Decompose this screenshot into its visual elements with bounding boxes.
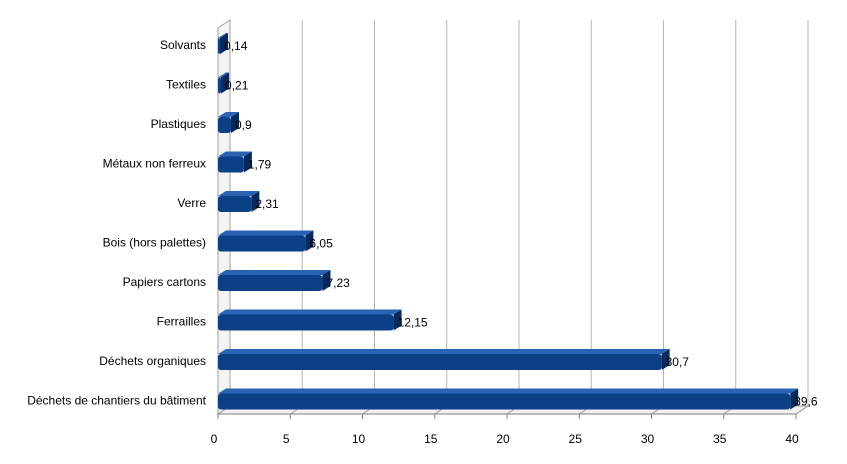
category-label: Ferrailles	[157, 315, 206, 329]
category-label: Plastiques	[151, 117, 206, 131]
bar	[218, 38, 221, 54]
bar-top	[218, 349, 670, 354]
bar-end	[251, 191, 260, 212]
floor-tick	[795, 405, 809, 415]
category-label: Verre	[177, 196, 206, 210]
x-tick-label: 35	[713, 432, 727, 446]
x-tick-label: 0	[211, 432, 218, 446]
data-label: 2,31	[255, 197, 279, 211]
bar	[218, 117, 232, 133]
bar	[218, 314, 394, 331]
labels: Solvants 0,14 Textiles 0,21 Plastiques 0,9 Mét…	[27, 38, 818, 409]
bar	[218, 156, 244, 173]
x-tick-label: 5	[283, 432, 290, 446]
bar-top	[218, 270, 331, 275]
bars	[218, 33, 799, 410]
bar	[218, 235, 306, 252]
category-label: Solvants	[160, 38, 206, 52]
data-label: 1,79	[248, 158, 272, 172]
axes: 0 5 10 15 20 25 30 35 40	[211, 413, 799, 446]
bar-end	[393, 309, 402, 331]
bar-end	[243, 151, 252, 173]
data-label: 39,6	[794, 395, 818, 409]
data-label: 0,21	[225, 79, 249, 93]
x-tick-label: 10	[352, 432, 366, 446]
bar-end	[790, 388, 799, 410]
bar-top	[218, 72, 230, 78]
bar-top	[218, 388, 799, 394]
bar-top	[218, 191, 260, 196]
data-label: 0,9	[235, 118, 252, 132]
x-tick-label: 30	[641, 432, 655, 446]
bar-end	[221, 72, 230, 94]
bar	[218, 393, 791, 410]
data-label: 12,15	[398, 316, 428, 330]
data-label: 0,14	[224, 39, 248, 53]
category-label: Métaux non ferreux	[103, 157, 206, 171]
data-label: 6,05	[309, 237, 333, 251]
x-tick-label: 25	[569, 432, 583, 446]
bar-top	[218, 112, 240, 117]
bar-top	[218, 151, 252, 157]
data-label: 7,23	[326, 276, 350, 290]
bar-end	[305, 230, 314, 252]
bar-top	[218, 33, 229, 38]
bar	[218, 77, 222, 94]
bar-end	[322, 270, 331, 291]
category-label: Déchets organiques	[99, 354, 206, 368]
category-label: Textiles	[166, 78, 206, 92]
x-tick-label: 40	[785, 432, 799, 446]
category-label: Bois (hors palettes)	[103, 236, 206, 250]
category-label: Déchets de chantiers du bâtiment	[27, 394, 206, 408]
bar	[218, 354, 662, 370]
bar-end	[220, 33, 229, 54]
category-label: Papiers cartons	[123, 275, 206, 289]
x-tick-label: 15	[424, 432, 438, 446]
data-label: 30,7	[666, 355, 690, 369]
bar	[218, 275, 323, 291]
bar	[218, 196, 252, 212]
bar-top	[218, 230, 314, 236]
bar-top	[218, 309, 402, 315]
bar-end	[231, 112, 240, 133]
bar-end	[661, 349, 670, 370]
gridlines	[217, 20, 809, 415]
x-tick-label: 20	[496, 432, 510, 446]
